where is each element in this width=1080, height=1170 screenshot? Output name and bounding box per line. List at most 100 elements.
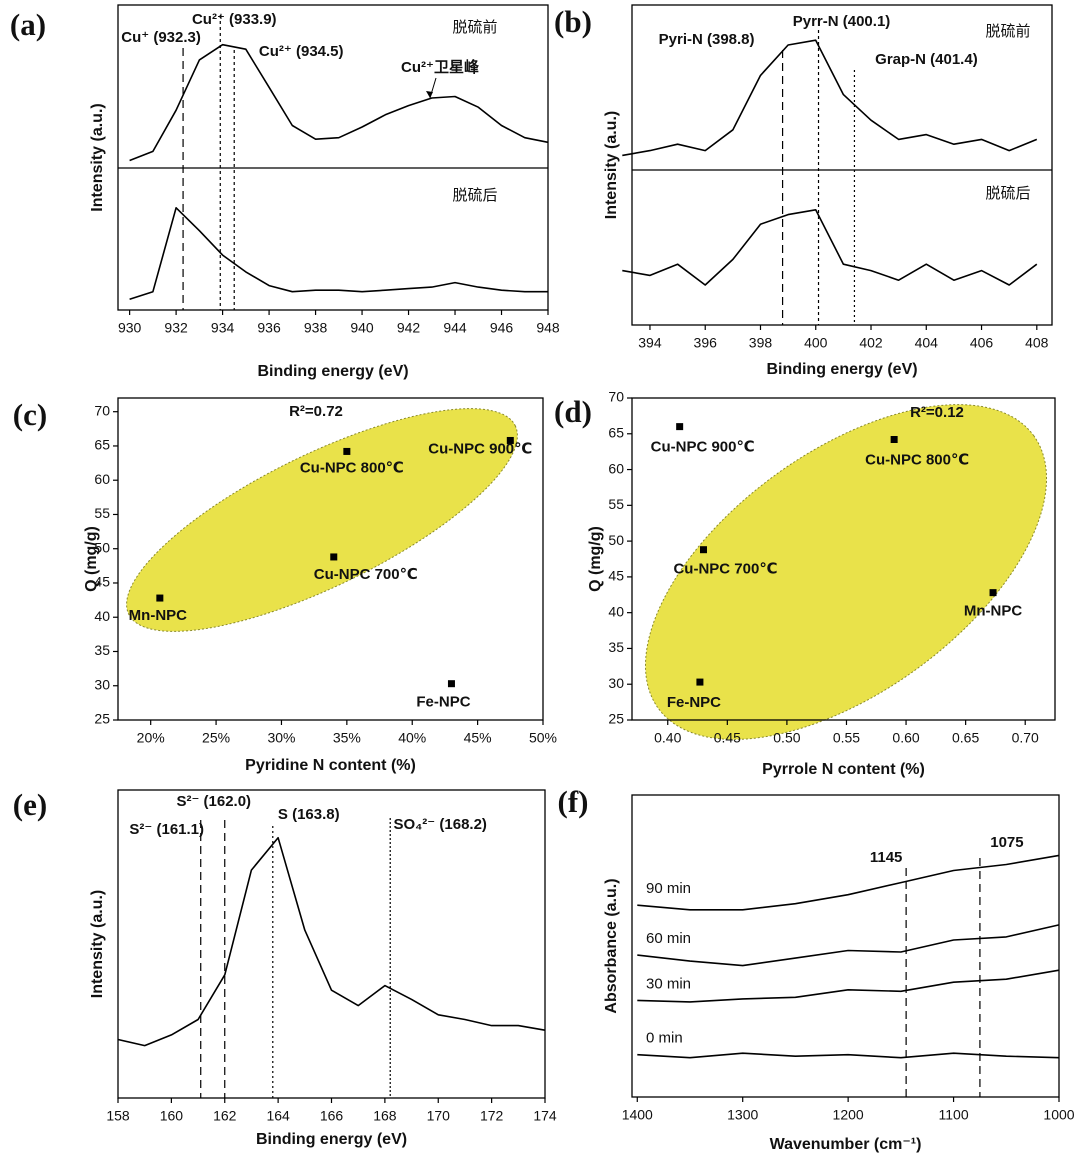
data-point xyxy=(676,423,684,431)
y-tick-label: 55 xyxy=(608,496,624,512)
x-tick-label: 158 xyxy=(106,1108,130,1124)
x-tick-label: 938 xyxy=(304,320,328,336)
plot-frame xyxy=(631,4,1053,326)
y-axis-title: Intensity (a.u.) xyxy=(89,103,106,211)
spectrum-line xyxy=(637,969,1060,1003)
reference-label: 1075 xyxy=(990,834,1023,851)
y-tick-label: 60 xyxy=(94,471,110,487)
x-tick-label: 0.45 xyxy=(714,730,741,746)
x-axis-title: Binding energy (eV) xyxy=(257,363,408,380)
reference-label: S²⁻ (162.0) xyxy=(176,793,251,810)
y-tick-label: 55 xyxy=(94,505,110,521)
data-point xyxy=(506,436,514,444)
x-tick-label: 1400 xyxy=(622,1107,653,1123)
x-tick-label: 0.60 xyxy=(892,730,919,746)
data-point xyxy=(343,447,351,455)
spectrum-line xyxy=(622,209,1038,286)
x-tick-label: 35% xyxy=(333,730,361,746)
spectrum-line xyxy=(129,207,548,301)
reference-label: S²⁻ (161.1) xyxy=(129,821,204,838)
x-tick-label: 1300 xyxy=(727,1107,758,1123)
x-tick-label: 394 xyxy=(638,335,662,351)
point-label: Cu-NPC 700℃ xyxy=(314,566,418,583)
series-label: 脱硫后 xyxy=(452,187,497,204)
y-axis-title: Q (mg/g) xyxy=(587,526,604,592)
x-tick-label: 404 xyxy=(915,335,939,351)
y-tick-label: 25 xyxy=(94,711,110,727)
x-tick-label: 400 xyxy=(804,335,828,351)
data-point xyxy=(699,546,707,554)
data-point xyxy=(447,680,455,688)
y-tick-label: 25 xyxy=(608,711,624,727)
x-tick-label: 162 xyxy=(213,1108,237,1124)
data-point xyxy=(989,589,997,597)
x-tick-label: 406 xyxy=(970,335,994,351)
y-tick-label: 40 xyxy=(94,608,110,624)
x-tick-label: 170 xyxy=(427,1108,451,1124)
highlight-ellipse xyxy=(126,408,518,632)
series-label: 脱硫后 xyxy=(985,185,1030,202)
x-tick-label: 1200 xyxy=(833,1107,864,1123)
reference-label: Grap-N (401.4) xyxy=(875,51,978,68)
plot-frame xyxy=(117,397,544,721)
series-label: 脱硫前 xyxy=(452,19,497,36)
arrow-head xyxy=(426,91,433,98)
y-tick-label: 30 xyxy=(608,675,624,691)
y-tick-label: 30 xyxy=(94,676,110,692)
y-tick-label: 35 xyxy=(94,642,110,658)
spectrum-line xyxy=(129,43,549,162)
x-tick-label: 45% xyxy=(464,730,492,746)
x-tick-label: 0.40 xyxy=(654,730,681,746)
spectrum-line xyxy=(117,836,546,1047)
y-axis-title: Intensity (a.u.) xyxy=(89,890,106,998)
x-tick-label: 40% xyxy=(398,730,426,746)
y-tick-label: 65 xyxy=(608,424,624,440)
x-tick-label: 0.65 xyxy=(952,730,979,746)
x-tick-label: 166 xyxy=(320,1108,344,1124)
x-tick-label: 0.55 xyxy=(833,730,860,746)
y-axis-title: Absorbance (a.u.) xyxy=(603,878,620,1013)
x-tick-label: 168 xyxy=(373,1108,397,1124)
x-tick-label: 0.50 xyxy=(773,730,800,746)
spectrum-line xyxy=(637,924,1060,967)
point-label: Cu-NPC 800℃ xyxy=(300,459,404,476)
point-label: Cu-NPC 700℃ xyxy=(673,561,777,578)
reference-label: Cu⁺ (932.3) xyxy=(121,29,201,46)
r-squared: R²=0.12 xyxy=(910,404,964,421)
x-tick-label: 402 xyxy=(859,335,883,351)
panel-label: (a) xyxy=(10,7,46,42)
x-tick-label: 934 xyxy=(211,320,235,336)
data-point xyxy=(696,678,704,686)
series-label: 脱硫前 xyxy=(985,23,1030,40)
x-tick-label: 946 xyxy=(490,320,514,336)
x-tick-label: 20% xyxy=(137,730,165,746)
panel-label: (c) xyxy=(13,397,47,432)
x-tick-label: 940 xyxy=(350,320,374,336)
y-tick-label: 60 xyxy=(608,460,624,476)
x-tick-label: 1000 xyxy=(1043,1107,1074,1123)
reference-label: Pyrr-N (400.1) xyxy=(793,13,891,30)
data-point xyxy=(156,594,164,602)
x-tick-label: 948 xyxy=(536,320,560,336)
x-axis-title: Pyridine N content (%) xyxy=(245,757,416,774)
reference-label: SO₄²⁻ (168.2) xyxy=(393,816,486,833)
y-tick-label: 70 xyxy=(608,389,624,405)
point-label: Cu-NPC 900℃ xyxy=(428,440,532,457)
series-label: 30 min xyxy=(646,975,691,992)
point-label: Mn-NPC xyxy=(964,603,1022,620)
x-tick-label: 408 xyxy=(1025,335,1049,351)
point-label: Cu-NPC 800℃ xyxy=(865,451,969,468)
x-tick-label: 398 xyxy=(749,335,773,351)
series-label: 60 min xyxy=(646,930,691,947)
point-label: Fe-NPC xyxy=(667,694,721,711)
plot-frame xyxy=(631,397,1056,721)
spectrum-line xyxy=(637,854,1060,911)
x-tick-label: 174 xyxy=(533,1108,557,1124)
x-tick-label: 930 xyxy=(118,320,142,336)
panel-label: (e) xyxy=(13,787,47,822)
y-axis-title: Intensity (a.u.) xyxy=(603,111,620,219)
x-tick-label: 160 xyxy=(160,1108,184,1124)
y-tick-label: 45 xyxy=(94,574,110,590)
data-point xyxy=(890,436,898,444)
